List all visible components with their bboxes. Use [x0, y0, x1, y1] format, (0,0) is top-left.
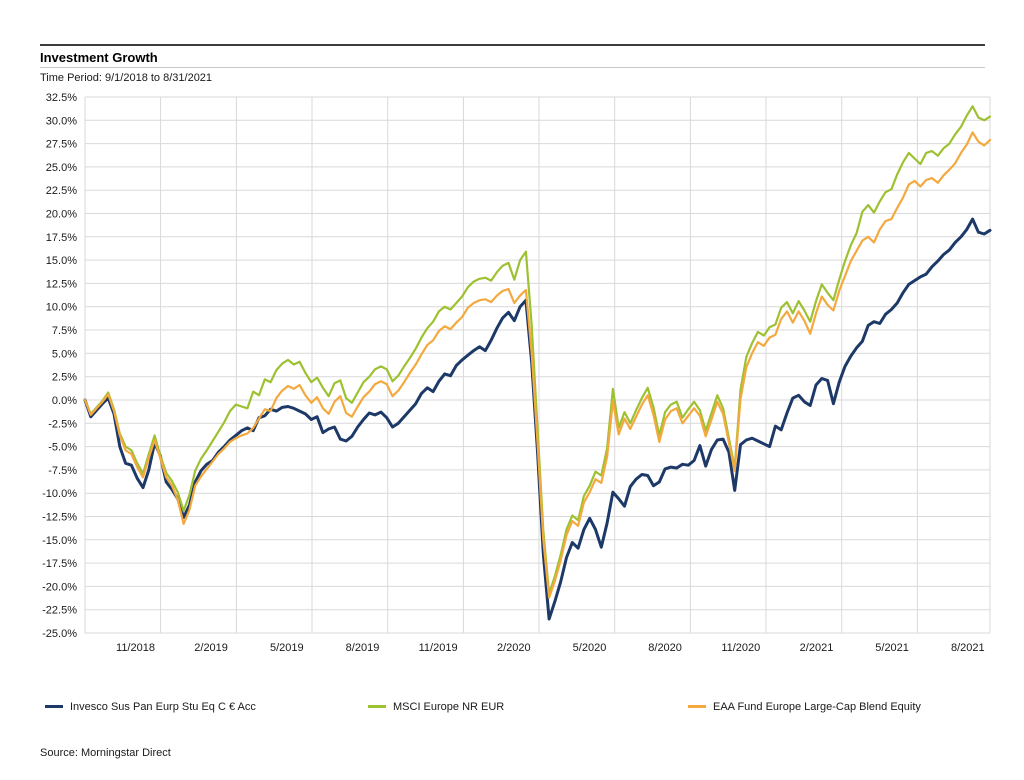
- x-axis-tick-label: 2/2019: [194, 642, 228, 654]
- y-axis-tick-label: 20.0%: [46, 209, 77, 221]
- msci-line-swatch: [368, 704, 386, 708]
- page-title: Investment Growth: [40, 50, 158, 65]
- y-axis-tick-label: -12.5%: [42, 512, 77, 524]
- legend-item-invesco: Invesco Sus Pan Eurp Stu Eq C € Acc: [45, 701, 256, 713]
- eaa-line-swatch: [688, 704, 706, 708]
- x-axis-tick-label: 8/2019: [346, 642, 380, 654]
- y-axis-tick-label: 2.5%: [52, 372, 77, 384]
- title-divider: [40, 67, 985, 68]
- y-axis-tick-label: 0.0%: [52, 395, 77, 407]
- x-axis-tick-label: 5/2019: [270, 642, 304, 654]
- y-axis-tick-label: 5.0%: [52, 348, 77, 360]
- y-axis-tick-label: 25.0%: [46, 162, 77, 174]
- y-axis-tick-label: -2.5%: [48, 418, 77, 430]
- legend-item-msci: MSCI Europe NR EUR: [368, 701, 504, 713]
- y-axis-tick-label: -10.0%: [42, 488, 77, 500]
- invesco-line-swatch: [45, 704, 63, 708]
- x-axis-tick-label: 5/2021: [875, 642, 909, 654]
- y-axis-tick-label: 32.5%: [46, 92, 77, 104]
- x-axis-tick-label: 5/2020: [573, 642, 607, 654]
- y-axis-tick-label: 7.5%: [52, 325, 77, 337]
- chart-area: 32.5% 30.0% 27.5% 25.0% 22.5% 20.0% 17.5% 15.0%…: [0, 78, 1024, 663]
- legend-item-eaa: EAA Fund Europe Large-Cap Blend Equity: [688, 701, 921, 713]
- x-axis-tick-label: 11/2020: [721, 642, 760, 654]
- y-axis-tick-label: 27.5%: [46, 139, 77, 151]
- y-axis-tick-label: 10.0%: [46, 302, 77, 314]
- y-axis-tick-label: -15.0%: [42, 535, 77, 547]
- y-axis-tick-label: 22.5%: [46, 185, 77, 197]
- x-axis-tick-label: 11/2019: [419, 642, 458, 654]
- x-axis-tick-label: 11/2018: [116, 642, 155, 654]
- y-axis-tick-label: -5.0%: [48, 442, 77, 454]
- x-axis-tick-label: 2/2020: [497, 642, 531, 654]
- x-axis-tick-label: 8/2021: [951, 642, 985, 654]
- y-axis-tick-label: -7.5%: [48, 465, 77, 477]
- x-axis-tick-label: 2/2021: [800, 642, 834, 654]
- y-axis-tick-label: -25.0%: [42, 628, 77, 640]
- x-axis-tick-label: 8/2020: [648, 642, 682, 654]
- investment-growth-chart: 32.5% 30.0% 27.5% 25.0% 22.5% 20.0% 17.5% 15.0%…: [42, 92, 992, 654]
- y-axis-tick-label: 30.0%: [46, 115, 77, 127]
- y-axis-tick-label: -22.5%: [42, 605, 77, 617]
- y-axis-tick-label: -17.5%: [42, 558, 77, 570]
- eaa-line: [83, 131, 992, 599]
- legend-label: MSCI Europe NR EUR: [393, 701, 505, 713]
- time-period: Time Period: 9/1/2018 to 8/31/2021: [40, 72, 213, 84]
- y-axis-tick-label: 12.5%: [46, 278, 77, 290]
- legend-label: Invesco Sus Pan Eurp Stu Eq C € Acc: [70, 701, 256, 713]
- legend-label: EAA Fund Europe Large-Cap Blend Equity: [713, 701, 921, 713]
- y-axis-tick-label: -20.0%: [42, 581, 77, 593]
- legend: Invesco Sus Pan Eurp Stu Eq C € Acc MSCI…: [0, 701, 1024, 721]
- top-rule: [40, 44, 985, 46]
- source-note: Source: Morningstar Direct: [40, 747, 171, 759]
- y-axis-tick-label: 17.5%: [46, 232, 77, 244]
- y-axis-tick-label: 15.0%: [46, 255, 77, 267]
